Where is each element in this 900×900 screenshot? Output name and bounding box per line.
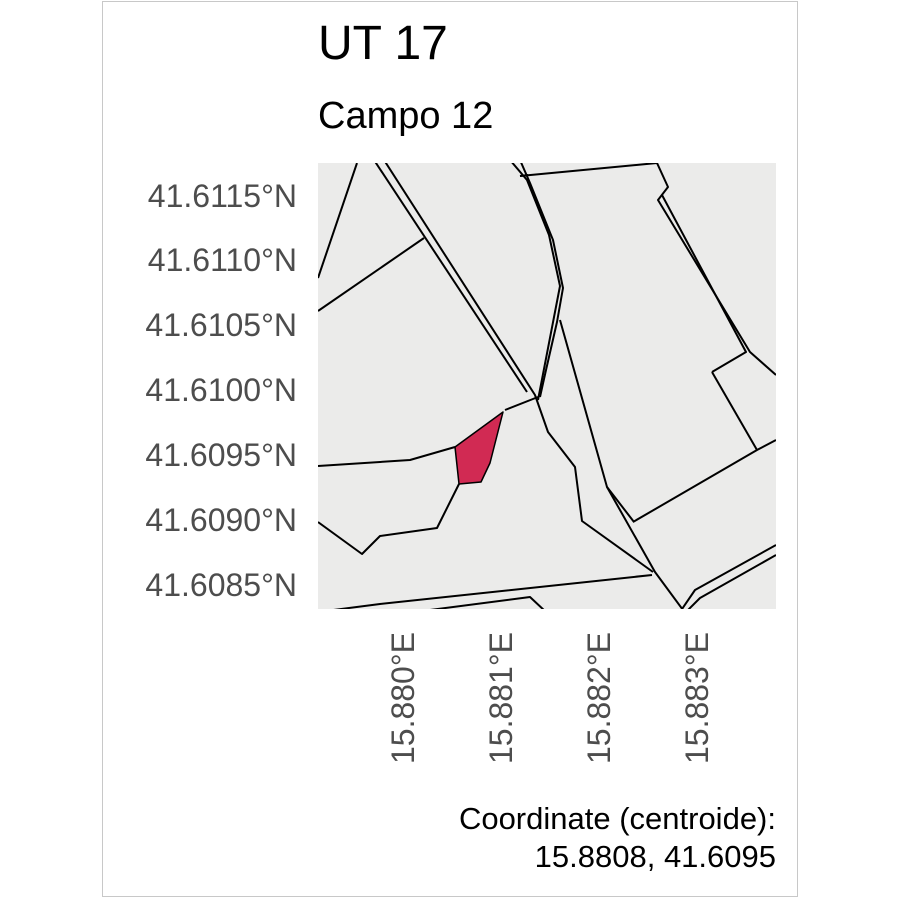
lat-tick-label: 41.6095°N [145, 437, 297, 473]
parcel-boundary [519, 163, 776, 376]
lat-tick-label: 41.6105°N [145, 307, 297, 343]
parcel-boundary [661, 194, 747, 373]
parcel-boundary [606, 486, 635, 523]
lat-tick-label: 41.6115°N [147, 178, 297, 214]
lon-tick-label: 15.881°E [483, 632, 519, 765]
map-subtitle: Campo 12 [318, 95, 494, 137]
parcel-boundary [429, 596, 545, 609]
lat-tick-label: 41.6085°N [145, 567, 297, 603]
parcel-boundary [318, 237, 425, 312]
parcel-boundary [318, 163, 358, 279]
caption-line-2: 15.8808, 41.6095 [534, 839, 776, 874]
parcel-boundary [680, 544, 776, 609]
parcel-boundary [520, 163, 564, 398]
parcel-boundary [711, 371, 758, 451]
centroid-caption: Coordinate (centroide): 15.8808, 41.6095 [459, 800, 776, 876]
parcel-boundary [374, 163, 528, 393]
parcel-boundary [687, 554, 776, 609]
lon-tick-label: 15.880°E [385, 632, 421, 765]
parcel-boundary [632, 439, 776, 523]
parcel-boundary [318, 446, 456, 467]
caption-line-1: Coordinate (centroide): [458, 801, 776, 836]
parcel-boundary [318, 483, 460, 555]
parcel-boundary [559, 319, 684, 609]
highlighted-parcel[interactable] [454, 411, 504, 485]
figure-frame [102, 1, 798, 897]
lon-tick-label: 15.882°E [581, 632, 617, 765]
parcel-boundary [384, 163, 654, 573]
lat-tick-label: 41.6100°N [145, 372, 297, 408]
lat-tick-label: 41.6110°N [147, 242, 297, 278]
parcel-boundary [333, 574, 653, 609]
map-title: UT 17 [318, 17, 448, 70]
lat-tick-label: 41.6090°N [145, 502, 297, 538]
lon-tick-label: 15.883°E [679, 632, 715, 765]
parcel-boundary [511, 163, 561, 401]
parcel-boundary [504, 396, 539, 411]
